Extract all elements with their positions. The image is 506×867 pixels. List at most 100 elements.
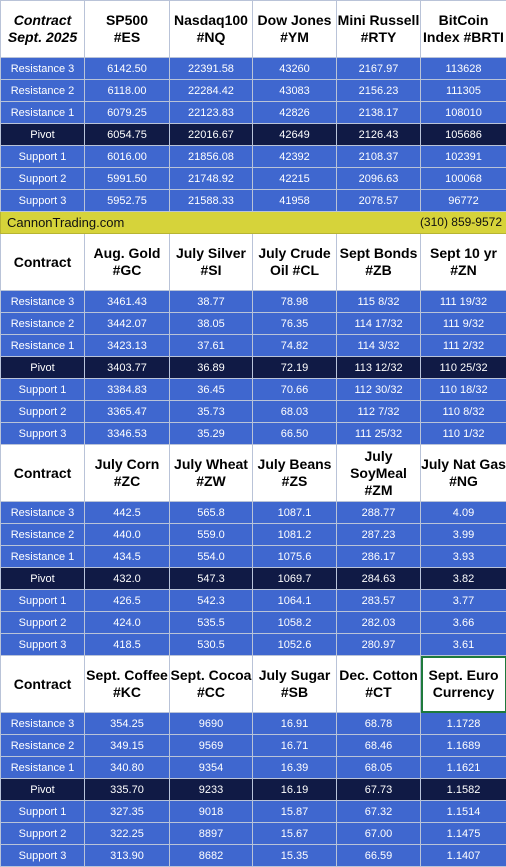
level-value: 38.05 <box>170 313 253 335</box>
header-line: Contract <box>14 465 72 481</box>
level-value: 102391 <box>421 146 506 168</box>
level-value: 21588.33 <box>170 190 253 212</box>
level-value: 1.1582 <box>421 779 506 801</box>
level-value: 111305 <box>421 80 506 102</box>
level-value: 282.03 <box>337 612 421 634</box>
instrument-header: SP500#ES <box>85 1 170 58</box>
level-value: 111 2/32 <box>421 335 506 357</box>
level-value: 67.00 <box>337 823 421 845</box>
header-line: Sept Bonds <box>340 245 418 261</box>
header-line: #ZW <box>196 473 226 489</box>
header-line: July Sugar <box>259 667 331 683</box>
level-value: 66.59 <box>337 845 421 867</box>
level-label: Resistance 1 <box>1 102 85 124</box>
level-value: 35.29 <box>170 423 253 445</box>
instrument-header: Sept. Cocoa#CC <box>170 656 253 713</box>
level-value: 8897 <box>170 823 253 845</box>
header-line: Sept 10 yr <box>430 245 497 261</box>
level-value: 1.1728 <box>421 713 506 735</box>
header-line: Aug. Gold <box>94 245 161 261</box>
header-line: #RTY <box>361 29 397 45</box>
instrument-header: Sept 10 yr#ZN <box>421 234 506 291</box>
instrument-header: Aug. Gold#GC <box>85 234 170 291</box>
level-value: 3384.83 <box>85 379 170 401</box>
level-value: 284.63 <box>337 568 421 590</box>
level-value: 3.66 <box>421 612 506 634</box>
level-value: 5991.50 <box>85 168 170 190</box>
level-value: 1081.2 <box>253 524 337 546</box>
header-line: Index #BRTI <box>423 29 504 45</box>
header-line: July Wheat <box>174 456 248 472</box>
level-value: 22284.42 <box>170 80 253 102</box>
level-value: 16.91 <box>253 713 337 735</box>
level-value: 22391.58 <box>170 58 253 80</box>
level-value: 22123.83 <box>170 102 253 124</box>
header-line: #KC <box>113 684 141 700</box>
header-line: July Crude <box>258 245 330 261</box>
level-value: 76.35 <box>253 313 337 335</box>
contract-header: Contract <box>1 445 85 502</box>
level-value: 287.23 <box>337 524 421 546</box>
header-line: SoyMeal <box>350 465 407 481</box>
header-line: Oil #CL <box>270 262 319 278</box>
header-line: Contract <box>14 254 72 270</box>
header-line: Dec. Cotton <box>339 667 418 683</box>
level-value: 105686 <box>421 124 506 146</box>
instrument-header: July Corn#ZC <box>85 445 170 502</box>
level-label: Resistance 1 <box>1 546 85 568</box>
header-line: July <box>364 448 392 464</box>
level-value: 1058.2 <box>253 612 337 634</box>
header-line: Dow Jones <box>258 12 332 28</box>
header-line: Currency <box>433 684 494 700</box>
level-value: 547.3 <box>170 568 253 590</box>
header-line: #CT <box>365 684 391 700</box>
banner-site[interactable]: CannonTrading.com <box>1 215 124 230</box>
level-value: 322.25 <box>85 823 170 845</box>
level-value: 554.0 <box>170 546 253 568</box>
level-value: 286.17 <box>337 546 421 568</box>
level-value: 9233 <box>170 779 253 801</box>
level-value: 2167.97 <box>337 58 421 80</box>
broker-banner: CannonTrading.com(310) 859-9572 <box>1 212 506 234</box>
level-label: Resistance 3 <box>1 58 85 80</box>
level-label: Support 3 <box>1 423 85 445</box>
level-value: 78.98 <box>253 291 337 313</box>
level-value: 111 19/32 <box>421 291 506 313</box>
level-label: Pivot <box>1 124 85 146</box>
header-line: #CC <box>197 684 225 700</box>
level-label: Support 3 <box>1 634 85 656</box>
level-value: 70.66 <box>253 379 337 401</box>
level-value: 424.0 <box>85 612 170 634</box>
header-line: SP500 <box>106 12 148 28</box>
level-value: 2108.37 <box>337 146 421 168</box>
level-value: 110 18/32 <box>421 379 506 401</box>
level-value: 1052.6 <box>253 634 337 656</box>
contract-header: Contract <box>1 234 85 291</box>
level-value: 559.0 <box>170 524 253 546</box>
level-value: 15.67 <box>253 823 337 845</box>
level-value: 3.82 <box>421 568 506 590</box>
level-value: 442.5 <box>85 502 170 524</box>
level-value: 15.87 <box>253 801 337 823</box>
level-value: 2126.43 <box>337 124 421 146</box>
level-value: 418.5 <box>85 634 170 656</box>
header-line: Sept. 2025 <box>8 29 77 45</box>
level-label: Support 1 <box>1 590 85 612</box>
level-value: 1087.1 <box>253 502 337 524</box>
level-value: 2096.63 <box>337 168 421 190</box>
level-value: 21748.92 <box>170 168 253 190</box>
level-value: 3.99 <box>421 524 506 546</box>
level-value: 3423.13 <box>85 335 170 357</box>
level-value: 110 25/32 <box>421 357 506 379</box>
level-label: Resistance 2 <box>1 524 85 546</box>
level-value: 349.15 <box>85 735 170 757</box>
